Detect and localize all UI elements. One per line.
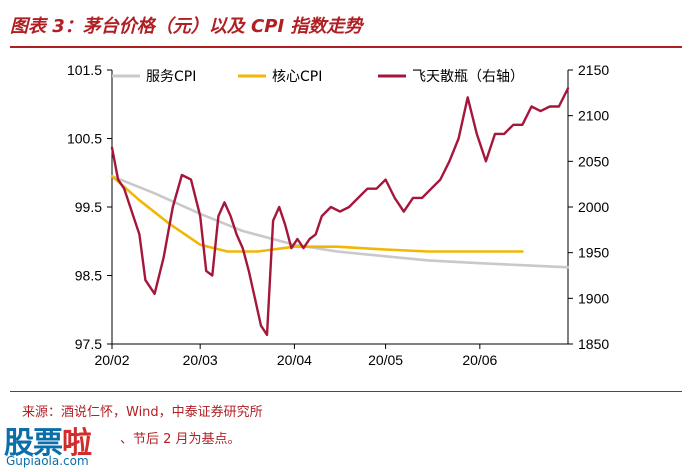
left-tick-label: 100.5	[67, 131, 102, 147]
left-tick-label: 97.5	[75, 336, 102, 352]
series-line-3	[110, 87, 570, 337]
x-tick-label: 20/06	[462, 352, 497, 368]
watermark-url: Gupiaola.com	[6, 454, 89, 468]
legend-label-3: 飞天散瓶（右轴）	[412, 69, 524, 85]
right-tick-label: 2100	[578, 108, 609, 124]
chart-axes: 97.5 98.5 99.5 100.5 101.5 1850 1900 1950 2000 20…	[67, 62, 609, 368]
chart-legend: 服务CPI 核心CPI 飞天散瓶（右轴）	[112, 69, 524, 85]
x-tick-label: 20/03	[183, 352, 218, 368]
watermark-logo: 股票啦	[4, 426, 92, 461]
legend-label-1: 服务CPI	[146, 69, 196, 85]
right-tick-label: 2000	[578, 199, 609, 215]
x-tick-label: 20/02	[94, 352, 129, 368]
right-tick-label: 1850	[578, 336, 609, 352]
baseline-note: 、节后 2 月为基点。	[120, 432, 241, 447]
series-line-2	[110, 174, 524, 253]
x-tick-label: 20/05	[368, 352, 403, 368]
right-tick-label: 2050	[578, 153, 609, 169]
x-tick-label: 20/04	[277, 352, 312, 368]
right-tick-label: 1900	[578, 290, 609, 306]
title-divider	[10, 46, 682, 48]
legend-label-2: 核心CPI	[272, 69, 322, 85]
series-line-1	[110, 174, 570, 269]
footer-divider	[10, 391, 682, 392]
source-note: 来源：酒说仁怀，Wind，中泰证券研究所	[22, 405, 263, 420]
chart-lines	[110, 87, 570, 337]
line-chart: 97.5 98.5 99.5 100.5 101.5 1850 1900 1950 2000 20…	[67, 62, 609, 368]
chart-title: 图表 3：茅台价格（元）以及 CPI 指数走势	[10, 16, 363, 37]
left-tick-label: 98.5	[75, 268, 102, 284]
right-tick-label: 1950	[578, 245, 609, 261]
left-tick-label: 101.5	[67, 62, 102, 78]
left-tick-label: 99.5	[75, 199, 102, 215]
right-tick-label: 2150	[578, 62, 609, 78]
